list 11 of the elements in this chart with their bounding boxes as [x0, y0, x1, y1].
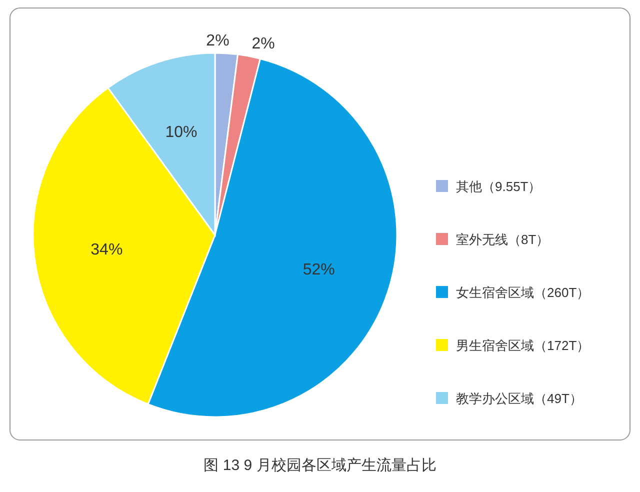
- legend-label: 教学办公区域（49T）: [456, 391, 582, 406]
- data-label: 52%: [302, 262, 335, 279]
- text: 图 13 9 月校园各区域产生流量占比: [204, 457, 436, 474]
- data-label: 34%: [90, 242, 123, 259]
- legend-label: 女生宿舍区域（260T）: [456, 285, 590, 300]
- legend-label: 男生宿舍区域（172T）: [456, 338, 590, 353]
- data-label: 2%: [252, 35, 275, 52]
- legend-label: 室外无线（8T）: [456, 232, 550, 247]
- data-label: 2%: [206, 32, 230, 50]
- data-label: 10%: [165, 124, 198, 142]
- legend-label: 其他（9.55T）: [456, 179, 542, 194]
